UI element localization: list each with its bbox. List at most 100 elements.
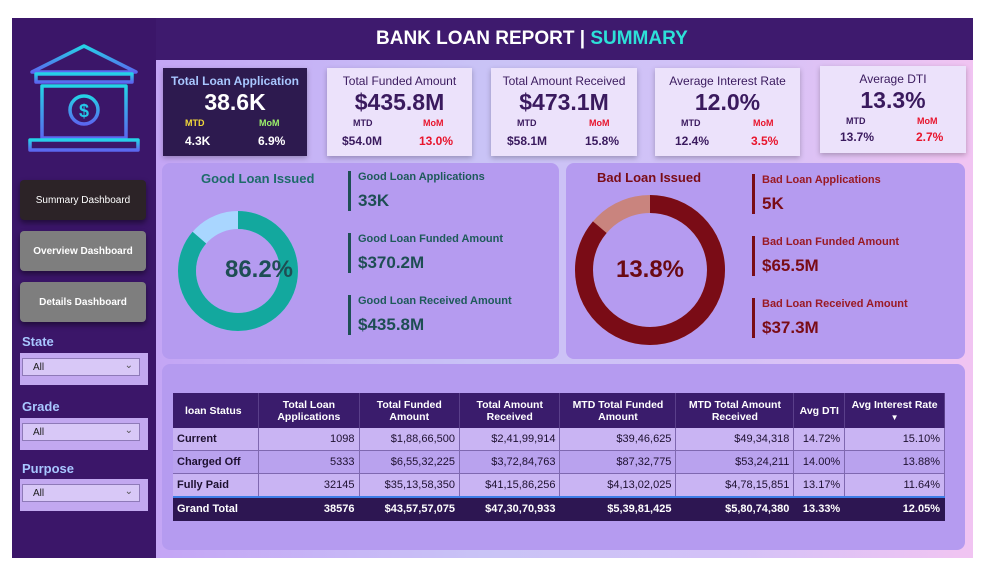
kpi-value: 38.6K xyxy=(204,89,266,115)
bad-loan-received-amount: Bad Loan Received Amount $37.3M xyxy=(752,298,908,338)
cell: 14.72% xyxy=(793,428,846,451)
cell: 38576 xyxy=(258,497,360,521)
cell: 13.33% xyxy=(793,497,846,521)
table-row: Charged Off 5333 $6,55,32,225 $3,72,84,7… xyxy=(173,450,945,474)
nav-overview-dashboard[interactable]: Overview Dashboard xyxy=(20,231,146,271)
grade-dropdown[interactable]: All ⌄ xyxy=(22,423,140,441)
state-filter[interactable]: All ⌄ xyxy=(20,353,148,385)
kpi-total-loan-application: Total Loan Application 38.6K MTD MoM 4.3… xyxy=(163,68,307,156)
col-mtd-total-funded-amount[interactable]: MTD Total Funded Amount xyxy=(559,393,677,428)
cell: $5,39,81,425 xyxy=(559,497,677,521)
cell: 5333 xyxy=(258,450,360,474)
kpi-mtd-value: 4.3K xyxy=(185,134,211,148)
kpi-mtd-value: 13.7% xyxy=(840,130,875,144)
nav-details-dashboard[interactable]: Details Dashboard xyxy=(20,282,146,322)
table-row: Current 1098 $1,88,66,500 $2,41,99,914 $… xyxy=(173,428,945,451)
cell: 1098 xyxy=(258,428,360,451)
col-total-loan-applications[interactable]: Total Loan Applications xyxy=(258,393,360,428)
good-loan-title: Good Loan Issued xyxy=(201,171,315,186)
cell: $47,30,70,933 xyxy=(459,497,561,521)
col-total-amount-received[interactable]: Total Amount Received xyxy=(459,393,561,428)
good-loan-funded-amount: Good Loan Funded Amount $370.2M xyxy=(348,233,503,273)
kpi-name: Total Funded Amount xyxy=(342,74,457,88)
metric-value: $370.2M xyxy=(358,253,425,272)
kpi-mtd-label: MTD xyxy=(517,118,537,128)
col-mtd-total-amount-received[interactable]: MTD Total Amount Received xyxy=(675,393,795,428)
kpi-mtd-value: $58.1M xyxy=(507,134,548,148)
kpi-value: $435.8M xyxy=(354,89,445,115)
kpi-total-funded-amount: Total Funded Amount $435.8M MTD MoM $54.… xyxy=(327,68,472,156)
title-accent: SUMMARY xyxy=(590,28,688,49)
kpi-name: Total Amount Received xyxy=(502,74,626,88)
nav-label: Summary Dashboard xyxy=(35,194,131,206)
purpose-dropdown[interactable]: All ⌄ xyxy=(22,484,140,502)
kpi-mtd-value: 12.4% xyxy=(675,134,710,148)
cell: $43,57,57,075 xyxy=(359,497,461,521)
kpi-mtd-value: $54.0M xyxy=(342,134,383,148)
kpi-mtd-label: MTD xyxy=(846,116,866,126)
metric-label: Bad Loan Applications xyxy=(762,174,881,186)
cell: $49,34,318 xyxy=(675,428,795,451)
kpi-total-amount-received: Total Amount Received $473.1M MTD MoM $5… xyxy=(491,68,637,156)
chevron-down-icon: ⌄ xyxy=(124,360,133,371)
metric-value: $37.3M xyxy=(762,318,819,337)
kpi-mom-label: MoM xyxy=(259,118,280,128)
good-loan-donut xyxy=(178,211,298,331)
cell: 15.10% xyxy=(844,428,945,451)
kpi-name: Average DTI xyxy=(859,72,927,86)
nav-label: Overview Dashboard xyxy=(33,245,133,257)
cell: $3,72,84,763 xyxy=(459,450,561,474)
cell: $35,13,58,350 xyxy=(359,473,461,498)
good-loan-percent: 86.2% xyxy=(224,256,294,283)
metric-label: Bad Loan Received Amount xyxy=(762,298,908,310)
cell: 11.64% xyxy=(844,473,945,498)
bad-loan-funded-amount: Bad Loan Funded Amount $65.5M xyxy=(752,236,899,276)
metric-value: 5K xyxy=(762,194,784,213)
cell: $1,88,66,500 xyxy=(359,428,461,451)
grade-value: All xyxy=(33,427,45,438)
kpi-mom-value: 3.5% xyxy=(751,134,779,148)
grade-filter-label: Grade xyxy=(22,399,60,414)
bad-loan-percent: 13.8% xyxy=(615,256,685,283)
page-title: BANK LOAN REPORT | SUMMARY xyxy=(376,28,688,50)
cell: $53,24,211 xyxy=(675,450,795,474)
col-total-funded-amount[interactable]: Total Funded Amount xyxy=(359,393,461,428)
kpi-value: $473.1M xyxy=(519,89,609,115)
cell: $4,13,02,025 xyxy=(559,473,677,498)
nav-summary-dashboard[interactable]: Summary Dashboard xyxy=(20,180,146,220)
cell: $87,32,775 xyxy=(559,450,677,474)
kpi-mom-label: MoM xyxy=(753,118,774,128)
cell: $4,78,15,851 xyxy=(675,473,795,498)
title-main: BANK LOAN REPORT | xyxy=(376,28,591,49)
kpi-name: Average Interest Rate xyxy=(669,74,786,88)
state-dropdown[interactable]: All ⌄ xyxy=(22,358,140,376)
svg-text:$: $ xyxy=(79,101,89,121)
metric-label: Good Loan Applications xyxy=(358,171,485,183)
table-total-row: Grand Total 38576 $43,57,57,075 $47,30,7… xyxy=(173,497,945,521)
metric-value: 33K xyxy=(358,191,390,210)
kpi-mtd-label: MTD xyxy=(353,118,373,128)
cell: Current xyxy=(173,428,260,451)
kpi-average-dti: Average DTI 13.3% MTD MoM 13.7% 2.7% xyxy=(820,66,966,153)
grade-filter[interactable]: All ⌄ xyxy=(20,418,148,450)
good-loan-applications: Good Loan Applications 33K xyxy=(348,171,485,211)
sort-desc-icon: ▼ xyxy=(890,412,899,422)
good-loan-donut-arc xyxy=(178,211,298,331)
kpi-mom-value: 15.8% xyxy=(585,134,620,148)
kpi-mtd-label: MTD xyxy=(681,118,701,128)
cell: Fully Paid xyxy=(173,473,260,498)
col-loan-status[interactable]: loan Status xyxy=(173,393,260,428)
purpose-filter[interactable]: All ⌄ xyxy=(20,479,148,511)
kpi-mom-value: 13.0% xyxy=(419,134,454,148)
purpose-filter-label: Purpose xyxy=(22,461,75,476)
kpi-mom-label: MoM xyxy=(589,118,610,128)
col-avg-interest-rate[interactable]: Avg Interest Rate ▼ xyxy=(844,393,945,428)
cell: $39,46,625 xyxy=(559,428,677,451)
title-bar xyxy=(156,18,973,60)
cell: $41,15,86,256 xyxy=(459,473,561,498)
nav-label: Details Dashboard xyxy=(39,296,127,308)
bad-loan-applications: Bad Loan Applications 5K xyxy=(752,174,881,214)
kpi-mom-value: 6.9% xyxy=(258,134,286,148)
col-avg-dti[interactable]: Avg DTI xyxy=(793,393,846,428)
loan-status-table: loan Status Total Loan Applications Tota… xyxy=(173,393,945,521)
